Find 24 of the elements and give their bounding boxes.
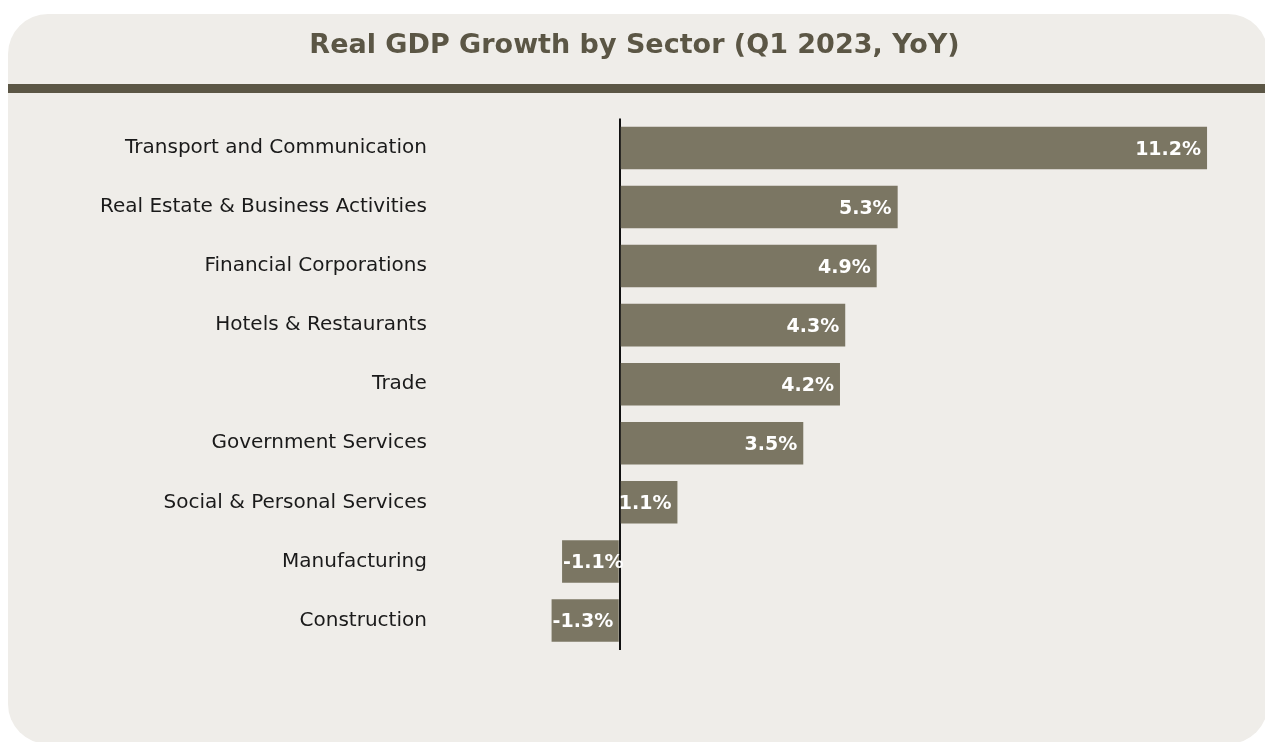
y-tick-label: Real Estate & Business Activities (100, 193, 427, 218)
data-label: 4.9% (817, 255, 871, 277)
data-label: 5.3% (838, 195, 892, 218)
data-label: 1.1% (618, 491, 672, 514)
y-tick-label: Transport and Communication (124, 134, 427, 159)
y-tick-label: Financial Corporations (204, 252, 427, 277)
bar (620, 422, 804, 465)
y-tick-label: Government Services (211, 429, 427, 454)
data-label: 4.2% (781, 373, 834, 396)
bar (620, 126, 1208, 170)
data-label: 11.2% (1135, 136, 1202, 159)
bar (620, 303, 846, 347)
data-label: 4.3% (786, 314, 840, 337)
y-tick-label: Manufacturing (282, 547, 427, 572)
data-label: 3.5% (744, 432, 798, 455)
y-tick-label: Social & Personal Services (163, 488, 427, 513)
data-label: -1.3% (552, 609, 614, 632)
y-tick-label: Construction (299, 606, 427, 631)
y-tick-label: Hotels & Restaurants (215, 311, 427, 336)
bar (620, 362, 840, 406)
chart-title: Real GDP Growth by Sector (Q1 2023, YoY) (309, 28, 960, 60)
y-tick-label: Trade (371, 370, 427, 395)
bar (620, 185, 898, 229)
bar (620, 244, 877, 288)
